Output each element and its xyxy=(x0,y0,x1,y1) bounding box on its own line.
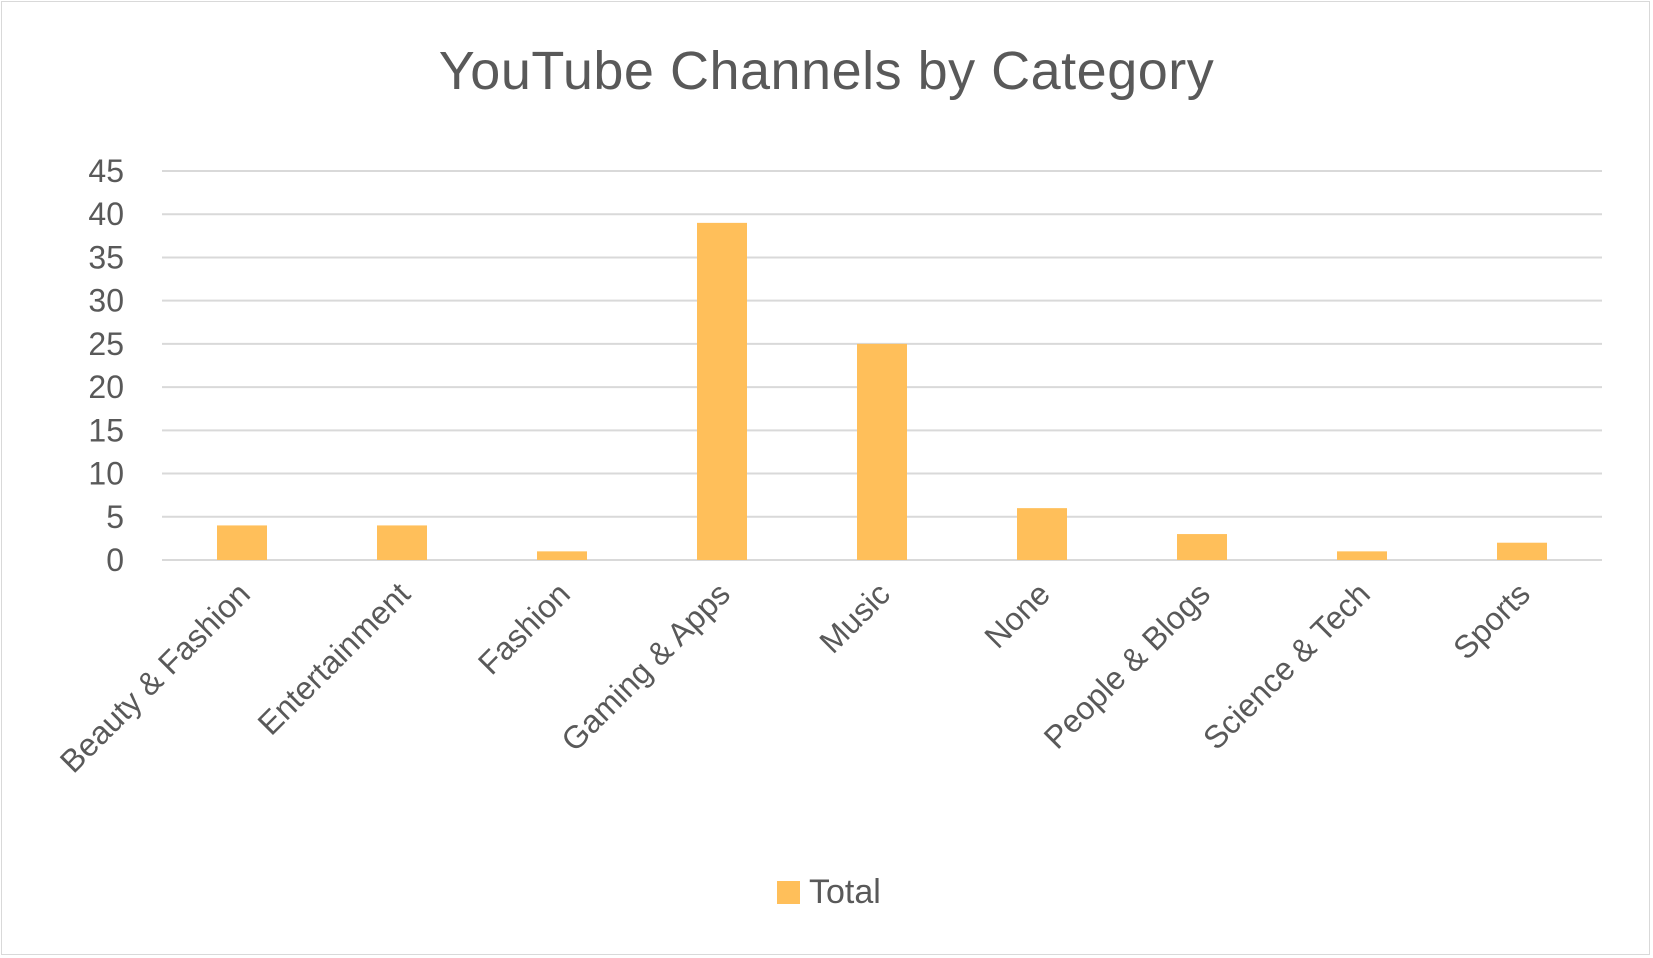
y-tick-label: 40 xyxy=(88,196,124,232)
y-tick-label: 0 xyxy=(106,542,124,578)
x-tick-label: Entertainment xyxy=(251,575,417,741)
bar xyxy=(1497,542,1547,560)
legend-label: Total xyxy=(809,872,881,911)
bar xyxy=(1177,534,1227,560)
y-tick-label: 35 xyxy=(88,239,124,275)
x-tick-label: Beauty & Fashion xyxy=(53,575,257,779)
x-tick-label: Gaming & Apps xyxy=(554,575,737,758)
x-tick-label: People & Blogs xyxy=(1037,575,1217,755)
y-tick-label: 15 xyxy=(88,412,124,448)
y-tick-label: 30 xyxy=(88,283,124,319)
bar xyxy=(857,343,907,560)
bar xyxy=(697,222,747,560)
bar xyxy=(537,551,587,560)
y-tick-label: 20 xyxy=(88,369,124,405)
x-tick-label: Fashion xyxy=(471,575,577,681)
bar xyxy=(377,525,427,560)
x-tick-label: Science & Tech xyxy=(1196,575,1377,756)
x-tick-label: Sports xyxy=(1446,575,1537,666)
x-tick-label: Music xyxy=(812,575,897,660)
bar xyxy=(217,525,267,560)
y-axis-ticks: 0 5 10 15 20 25 30 35 40 45 xyxy=(88,153,124,578)
y-tick-label: 45 xyxy=(88,153,124,189)
chart-title: YouTube Channels by Category xyxy=(438,41,1215,101)
legend-swatch xyxy=(777,880,800,904)
bar xyxy=(1017,508,1067,560)
y-tick-label: 10 xyxy=(88,456,124,492)
legend: Total xyxy=(777,872,881,912)
y-tick-label: 25 xyxy=(88,326,124,362)
x-tick-label: None xyxy=(977,575,1057,655)
bar xyxy=(1337,551,1387,560)
bars xyxy=(217,222,1547,560)
y-tick-label: 5 xyxy=(106,499,124,535)
